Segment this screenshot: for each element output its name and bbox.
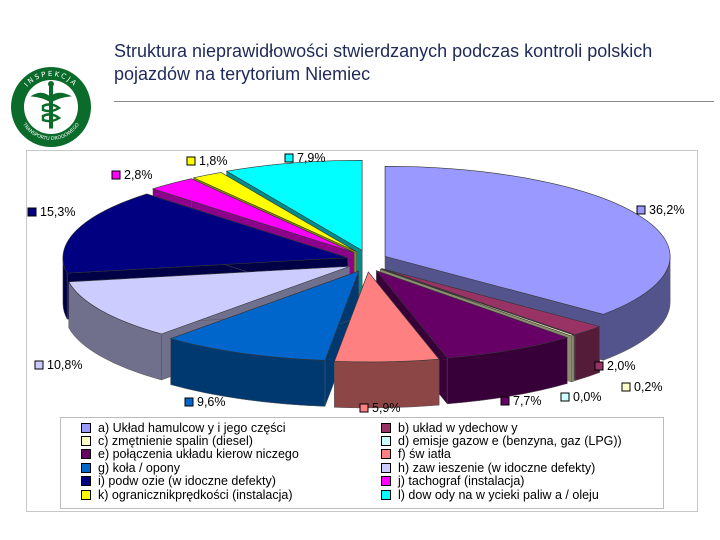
slice-11-top <box>225 160 363 251</box>
slice-5-top <box>334 271 440 363</box>
data-label-text-10: 1,8% <box>199 154 228 168</box>
data-label-text-9: 2,8% <box>124 168 153 182</box>
legend-label: f) św iatła <box>398 447 451 462</box>
legend-swatch <box>381 489 391 500</box>
data-label-0: 36,2% <box>636 203 684 217</box>
legend-swatch <box>81 462 91 473</box>
data-label-swatch-11 <box>284 153 294 163</box>
legend-label: e) połączenia układu kierow niczego <box>98 447 299 462</box>
data-label-text-1: 2,0% <box>607 359 636 373</box>
caduceus-icon <box>30 81 72 129</box>
legend-item-3: d) emisje gazow e (benzyna, gaz (LPG)) <box>381 433 622 448</box>
slice-8-top <box>62 193 349 274</box>
data-label-text-5: 5,9% <box>372 401 401 415</box>
slice-6-top <box>169 270 360 361</box>
data-label-swatch-8 <box>27 207 37 217</box>
data-label-text-11: 7,9% <box>297 151 326 165</box>
legend-item-9: j) tachograf (instalacja) <box>381 474 525 489</box>
slice-2-wall <box>571 334 575 383</box>
legend-label: k) ogranicznikprędkości (instalacja) <box>98 487 293 502</box>
legend-label: j) tachograf (instalacja) <box>398 474 525 489</box>
data-label-swatch-4 <box>500 396 510 406</box>
data-label-swatch-3 <box>560 392 570 402</box>
slice-1-wall <box>574 326 600 382</box>
data-label-11: 7,9% <box>284 151 326 165</box>
legend-item-11: l) dow ody na w ycieki paliw a / oleju <box>381 487 599 502</box>
chart-area: 36,2% 2,0% 0,2% 0,0% 7,7% 5,9% 9,6% 10,8% 15,3% 2… <box>26 150 698 512</box>
data-label-7: 10,8% <box>34 358 82 372</box>
legend-swatch <box>381 422 391 433</box>
data-label-text-6: 9,6% <box>197 395 226 409</box>
slice-4-top <box>375 270 569 359</box>
legend-swatch <box>81 435 91 446</box>
page-title: Struktura nieprawidłowości stwierdzanych… <box>114 41 653 84</box>
legend-item-8: i) podw ozie (w idoczne defekty) <box>81 474 276 489</box>
chart-legend: a) Układ hamulcow y i jego części b) ukła… <box>60 417 664 509</box>
data-label-4: 7,7% <box>500 394 542 408</box>
legend-item-2: c) zmętnienie spalin (diesel) <box>81 433 253 448</box>
legend-swatch <box>381 435 391 446</box>
legend-item-0: a) Układ hamulcow y i jego części <box>81 420 286 435</box>
legend-label: h) zaw ieszenie (w idoczne defekty) <box>398 460 596 475</box>
data-label-9: 2,8% <box>111 168 153 182</box>
data-label-text-2: 0,2% <box>634 380 663 394</box>
legend-label: d) emisje gazow e (benzyna, gaz (LPG)) <box>398 433 622 448</box>
legend-swatch <box>381 449 391 460</box>
legend-swatch <box>381 476 391 487</box>
legend-swatch <box>81 422 91 433</box>
legend-label: b) układ w ydechow y <box>398 420 518 435</box>
slice-6 <box>169 270 360 407</box>
slice-2-top <box>380 268 575 337</box>
legend-swatch <box>81 476 91 487</box>
data-label-1: 2,0% <box>594 359 636 373</box>
legend-item-10: k) ogranicznikprędkości (instalacja) <box>81 487 293 502</box>
logo: INSPEKCJA TRANSPORTU DROGOWEGO <box>10 66 92 148</box>
data-label-10: 1,8% <box>186 154 228 168</box>
data-label-swatch-5 <box>359 403 369 413</box>
data-label-5: 5,9% <box>359 401 401 415</box>
legend-item-7: h) zaw ieszenie (w idoczne defekty) <box>381 460 596 475</box>
legend-item-5: f) św iatła <box>381 447 451 462</box>
data-label-swatch-6 <box>184 397 194 407</box>
data-label-swatch-10 <box>186 156 196 166</box>
data-label-text-7: 10,8% <box>47 358 82 372</box>
legend-label: a) Układ hamulcow y i jego części <box>98 420 286 435</box>
legend-item-6: g) koła / opony <box>81 460 180 475</box>
data-label-text-4: 7,7% <box>513 394 542 408</box>
pie-chart: 36,2% 2,0% 0,2% 0,0% 7,7% 5,9% 9,6% 10,8% 15,3% 2… <box>27 151 684 415</box>
legend-label: c) zmętnienie spalin (diesel) <box>98 433 253 448</box>
legend-item-4: e) połączenia układu kierow niczego <box>81 447 299 462</box>
data-label-swatch-2 <box>621 382 631 392</box>
data-label-8: 15,3% <box>27 205 75 219</box>
title-divider <box>114 101 714 102</box>
slice-9-top <box>151 178 355 253</box>
data-label-text-8: 15,3% <box>40 205 75 219</box>
data-label-swatch-0 <box>636 205 646 215</box>
slice-0-top <box>384 166 671 315</box>
legend-swatch <box>81 489 91 500</box>
slice-10-top <box>192 172 357 252</box>
legend-swatch <box>81 449 91 460</box>
legend-label: i) podw ozie (w idoczne defekty) <box>98 474 276 489</box>
data-label-swatch-1 <box>594 361 604 371</box>
data-label-text-0: 36,2% <box>649 203 684 217</box>
data-label-swatch-9 <box>111 170 121 180</box>
legend-label: g) koła / opony <box>98 460 180 475</box>
data-label-swatch-7 <box>34 360 44 370</box>
data-label-6: 9,6% <box>184 395 226 409</box>
data-label-text-3: 0,0% <box>573 390 602 404</box>
legend-label: l) dow ody na w ycieki paliw a / oleju <box>398 487 599 502</box>
slice-1-top <box>381 268 601 335</box>
data-label-2: 0,2% <box>621 380 663 394</box>
data-label-3: 0,0% <box>560 390 602 404</box>
legend-item-1: b) układ w ydechow y <box>381 420 518 435</box>
slice-7-top <box>68 266 350 335</box>
slice-5 <box>334 271 440 409</box>
legend-swatch <box>381 462 391 473</box>
